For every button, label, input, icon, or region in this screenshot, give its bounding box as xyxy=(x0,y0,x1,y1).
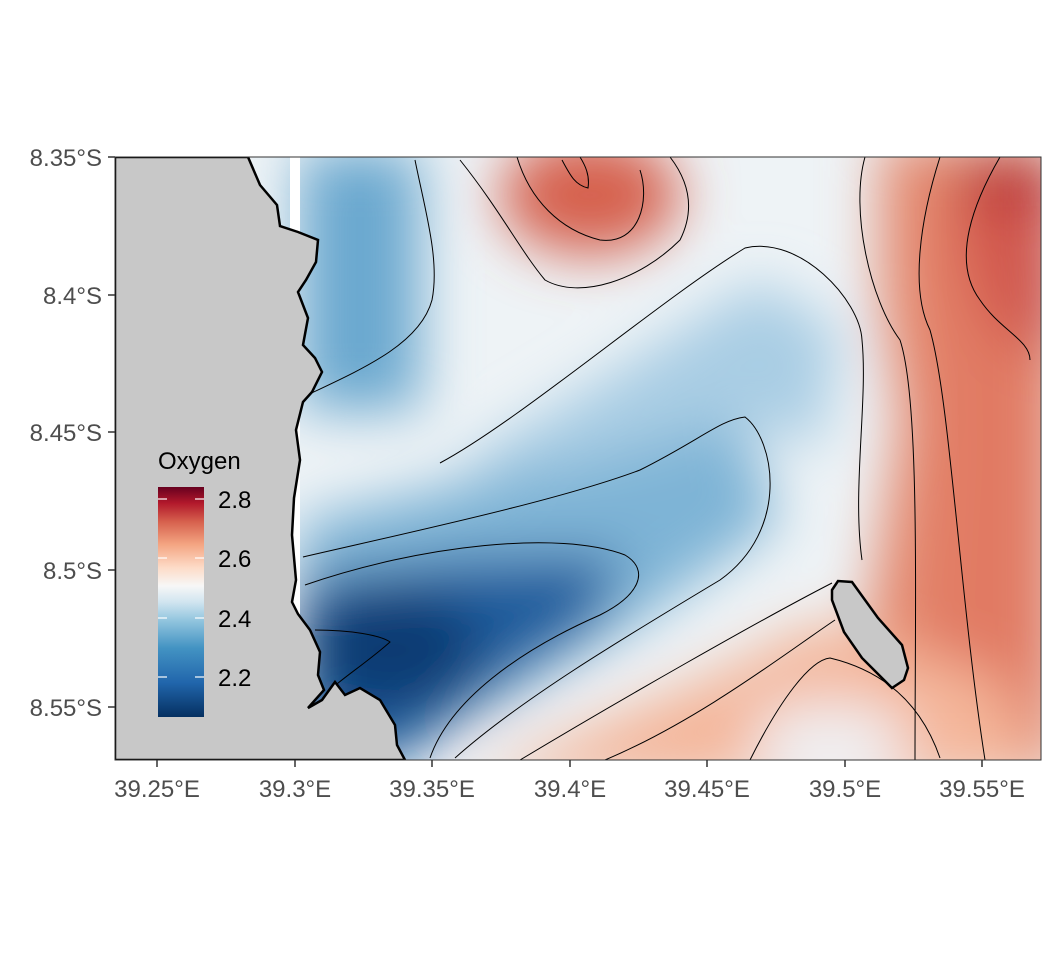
island xyxy=(830,579,910,690)
y-tick-label: 8.55°S xyxy=(30,695,102,722)
x-tick-label: 39.3°E xyxy=(259,776,331,803)
x-tick-label: 39.45°E xyxy=(664,776,750,803)
y-tick-label: 8.5°S xyxy=(43,558,102,585)
contour-lines xyxy=(300,157,1031,760)
legend-label: 2.6 xyxy=(218,546,251,573)
y-axis: 8.35°S 8.4°S 8.45°S 8.5°S 8.55°S xyxy=(30,145,102,722)
x-axis: 39.25°E 39.3°E 39.35°E 39.4°E 39.45°E 39… xyxy=(114,776,1025,803)
axis-ticks xyxy=(108,156,983,767)
y-tick-label: 8.45°S xyxy=(30,420,102,447)
x-tick-label: 39.5°E xyxy=(809,776,881,803)
legend-label: 2.8 xyxy=(218,487,251,514)
legend-title: Oxygen xyxy=(158,448,241,475)
legend: Oxygen 2.8 2.6 2.4 2.2 xyxy=(158,448,251,717)
legend-label: 2.2 xyxy=(218,665,251,692)
y-tick-label: 8.35°S xyxy=(30,145,102,172)
legend-label: 2.4 xyxy=(218,606,251,633)
legend-colorbar xyxy=(158,487,204,717)
y-tick-label: 8.4°S xyxy=(43,283,102,310)
x-tick-label: 39.25°E xyxy=(114,776,200,803)
panel-border xyxy=(114,156,1042,761)
x-tick-label: 39.4°E xyxy=(534,776,606,803)
x-tick-label: 39.55°E xyxy=(939,776,1025,803)
x-tick-label: 39.35°E xyxy=(389,776,475,803)
legend-ticks xyxy=(158,498,204,678)
